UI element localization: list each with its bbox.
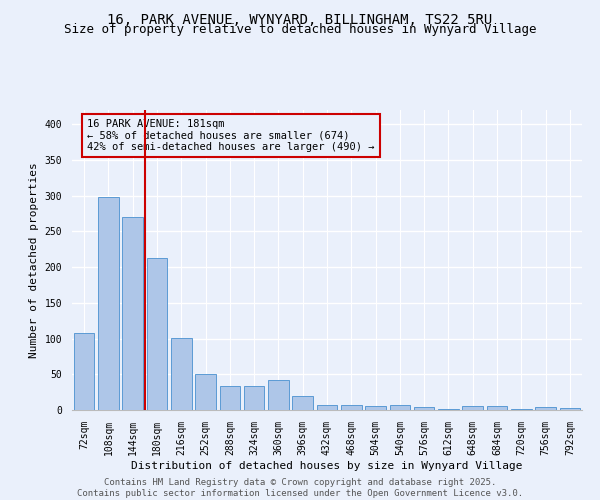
Text: 16, PARK AVENUE, WYNYARD, BILLINGHAM, TS22 5RU: 16, PARK AVENUE, WYNYARD, BILLINGHAM, TS… [107,12,493,26]
Bar [268,380,289,410]
Bar [74,333,94,410]
Text: Size of property relative to detached houses in Wynyard Village: Size of property relative to detached ho… [64,22,536,36]
Bar [560,408,580,410]
Bar [195,374,216,410]
Bar [98,197,119,410]
Bar [463,406,483,410]
Bar [414,407,434,410]
Bar [389,405,410,410]
Text: 16 PARK AVENUE: 181sqm
← 58% of detached houses are smaller (674)
42% of semi-de: 16 PARK AVENUE: 181sqm ← 58% of detached… [88,119,375,152]
Bar [487,406,508,410]
Bar [220,386,240,410]
Bar [146,258,167,410]
Bar [292,396,313,410]
Bar [244,386,265,410]
Text: Contains HM Land Registry data © Crown copyright and database right 2025.
Contai: Contains HM Land Registry data © Crown c… [77,478,523,498]
Y-axis label: Number of detached properties: Number of detached properties [29,162,39,358]
X-axis label: Distribution of detached houses by size in Wynyard Village: Distribution of detached houses by size … [131,460,523,470]
Bar [171,338,191,410]
Bar [511,408,532,410]
Bar [535,407,556,410]
Bar [317,405,337,410]
Bar [122,217,143,410]
Bar [341,405,362,410]
Bar [365,406,386,410]
